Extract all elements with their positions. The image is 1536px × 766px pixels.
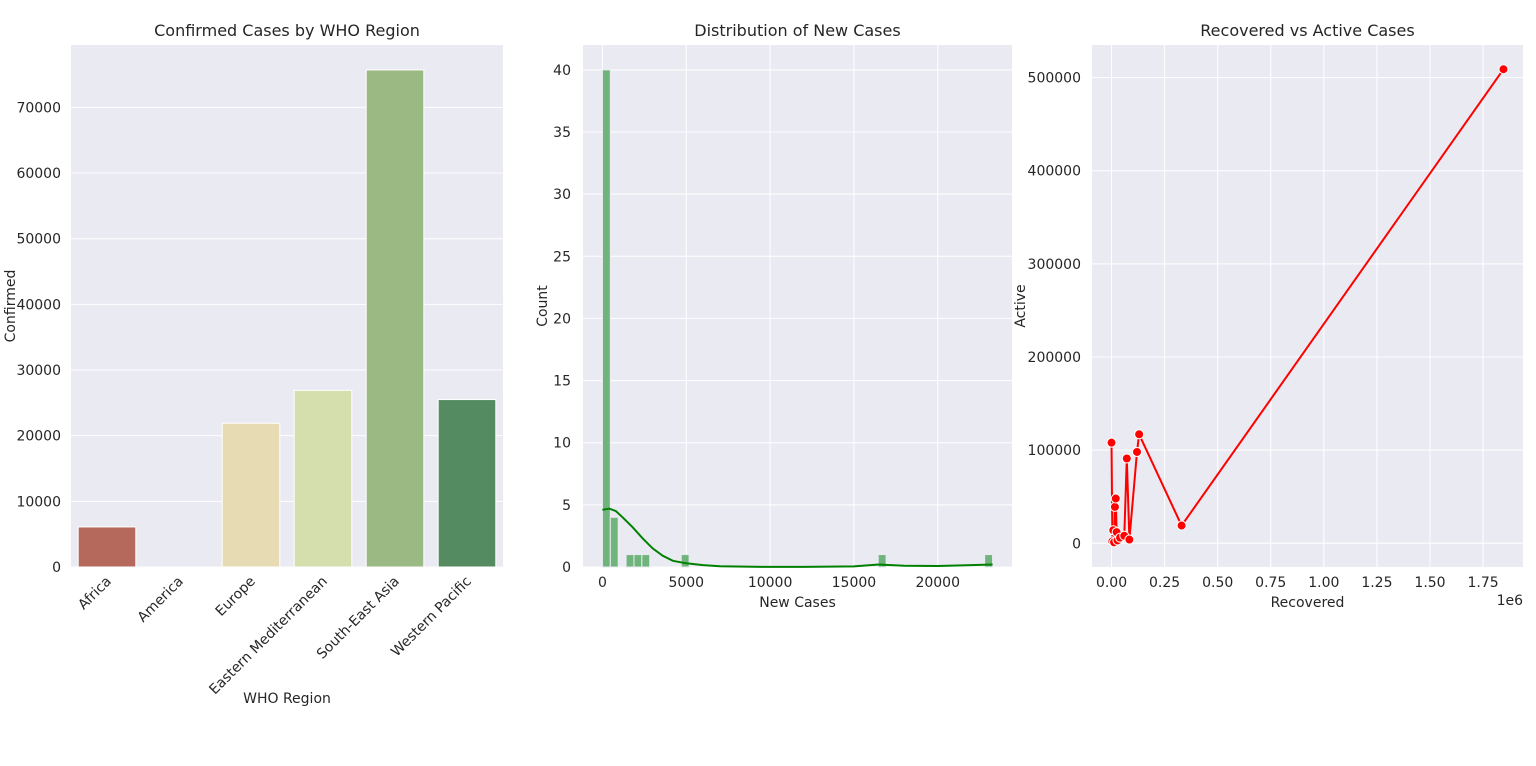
y-tick-label: 70000 bbox=[16, 100, 61, 116]
y-tick-label: 100000 bbox=[1028, 443, 1081, 459]
x-tick-label: Western Pacific bbox=[388, 574, 475, 661]
histogram-bar bbox=[601, 69, 611, 568]
data-point bbox=[1134, 429, 1145, 440]
x-tick-label: 0.75 bbox=[1255, 575, 1286, 591]
y-tick-label: 15 bbox=[553, 374, 571, 390]
x-tick-label: 1.00 bbox=[1308, 575, 1339, 591]
x-tick-label: 0 bbox=[598, 575, 607, 591]
plot-area bbox=[1092, 45, 1523, 567]
x-tick-label: 15000 bbox=[832, 575, 877, 591]
x-tick-label: 5000 bbox=[668, 575, 704, 591]
x-tick-label: Eastern Mediterranean bbox=[206, 574, 330, 698]
x-tick-label: America bbox=[135, 574, 187, 626]
histogram-bar bbox=[633, 554, 643, 568]
data-point bbox=[1121, 453, 1132, 464]
data-point bbox=[1132, 446, 1143, 457]
histogram-bar bbox=[609, 516, 619, 568]
data-point bbox=[1110, 493, 1121, 504]
y-tick-label: 40 bbox=[553, 63, 571, 79]
y-tick-label: 35 bbox=[553, 125, 571, 141]
y-tick-label: 20 bbox=[553, 311, 571, 327]
histogram-bar bbox=[680, 554, 690, 568]
y-tick-label: 10000 bbox=[16, 494, 61, 510]
subplot-2: Distribution of New Cases 0 5000 10000 15000… bbox=[535, 21, 1012, 611]
x-axis-label: WHO Region bbox=[243, 691, 331, 707]
kde-line bbox=[602, 507, 993, 568]
subplot-3: Recovered vs Active Cases 0.00 0.25 0.50 0.7… bbox=[1013, 21, 1523, 611]
x-tick-label: 1.75 bbox=[1467, 575, 1498, 591]
y-tick-label: 50000 bbox=[16, 232, 61, 248]
y-tick-label: 30000 bbox=[16, 363, 61, 379]
bar-western-pacific bbox=[437, 399, 497, 568]
y-tick-label: 0 bbox=[52, 560, 61, 576]
y-tick-label: 40000 bbox=[16, 297, 61, 313]
x-axis-label: Recovered bbox=[1271, 595, 1345, 611]
x-tick-label: 1.50 bbox=[1414, 575, 1445, 591]
plot-area bbox=[71, 45, 503, 567]
y-tick-label: 60000 bbox=[16, 166, 61, 182]
y-tick-label: 400000 bbox=[1028, 164, 1081, 180]
bar-south-east-asia bbox=[365, 69, 425, 568]
x-offset-label: 1e6 bbox=[1497, 593, 1524, 609]
histogram-bar bbox=[984, 554, 994, 568]
y-tick-label: 200000 bbox=[1028, 350, 1081, 366]
y-axis-label: Confirmed bbox=[3, 270, 19, 343]
y-tick-label: 0 bbox=[562, 560, 571, 576]
data-point bbox=[1176, 520, 1187, 531]
y-tick-label: 20000 bbox=[16, 429, 61, 445]
bar-africa bbox=[77, 526, 137, 568]
x-tick-label: Africa bbox=[75, 574, 115, 614]
y-tick-label: 500000 bbox=[1028, 71, 1081, 87]
data-point bbox=[1106, 437, 1117, 448]
x-tick-label: Europe bbox=[213, 574, 259, 620]
x-tick-label: 10000 bbox=[748, 575, 793, 591]
bar-eastern-mediterranean bbox=[293, 389, 353, 568]
y-tick-label: 5 bbox=[562, 498, 571, 514]
y-tick-label: 25 bbox=[553, 249, 571, 265]
x-tick-label: 0.00 bbox=[1096, 575, 1127, 591]
chart-title: Distribution of New Cases bbox=[694, 21, 900, 40]
data-point bbox=[1498, 64, 1509, 75]
x-tick-label: 0.50 bbox=[1202, 575, 1233, 591]
y-tick-label: 30 bbox=[553, 187, 571, 203]
x-axis-label: New Cases bbox=[759, 595, 836, 611]
subplot-1: Confirmed Cases by WHO Region 0 10000 20000… bbox=[3, 21, 503, 707]
x-tick-label: 20000 bbox=[915, 575, 960, 591]
data-point bbox=[1124, 534, 1135, 545]
chart-title: Confirmed Cases by WHO Region bbox=[154, 21, 420, 40]
histogram-bar bbox=[877, 554, 887, 568]
histogram-bar bbox=[641, 554, 651, 568]
y-tick-label: 10 bbox=[553, 436, 571, 452]
bar-europe bbox=[221, 422, 281, 568]
y-axis-label: Count bbox=[535, 285, 551, 327]
chart-title: Recovered vs Active Cases bbox=[1200, 21, 1414, 40]
plot-area bbox=[583, 45, 1012, 567]
y-axis-label: Active bbox=[1013, 284, 1029, 327]
histogram-bar bbox=[625, 554, 635, 568]
x-tick-label: 1.25 bbox=[1361, 575, 1392, 591]
y-tick-label: 0 bbox=[1072, 536, 1081, 552]
data-point bbox=[1109, 501, 1120, 512]
x-tick-label: 0.25 bbox=[1149, 575, 1180, 591]
y-tick-label: 300000 bbox=[1028, 257, 1081, 273]
